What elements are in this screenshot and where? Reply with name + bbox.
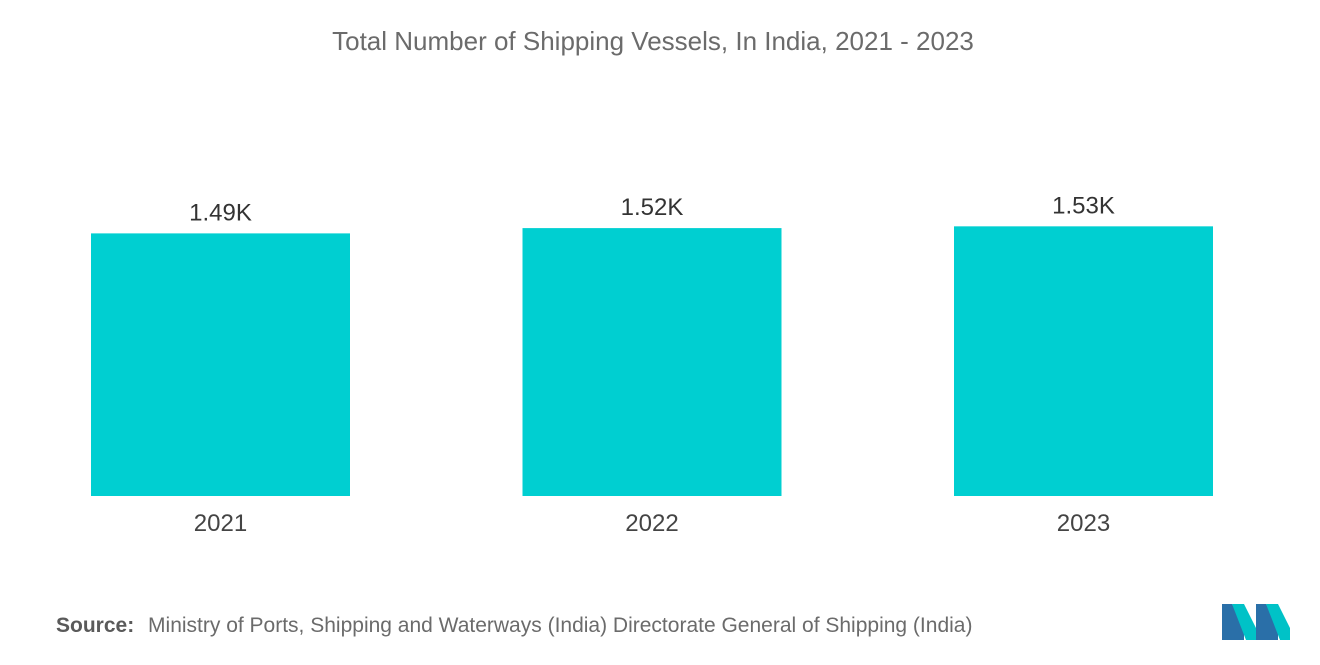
bar-2021: [91, 233, 350, 496]
x-tick-label-2021: 2021: [194, 510, 247, 537]
data-label-2021: 1.49K: [189, 199, 252, 226]
bar-2022: [522, 228, 782, 496]
chart-title: Total Number of Shipping Vessels, In Ind…: [332, 26, 974, 56]
bar-chart: 1.49K 2021 1.52K 2022 1.53K 2023: [91, 192, 1213, 537]
mordor-intelligence-logo-icon: [1222, 604, 1290, 640]
x-tick-label-2023: 2023: [1057, 510, 1110, 537]
x-tick-label-2022: 2022: [625, 510, 678, 537]
data-label-2023: 1.53K: [1052, 192, 1115, 219]
source-text: Ministry of Ports, Shipping and Waterway…: [148, 614, 973, 637]
bar-2023: [954, 226, 1213, 496]
data-label-2022: 1.52K: [621, 194, 684, 221]
source-label: Source:: [56, 614, 135, 637]
source-note: Source: Ministry of Ports, Shipping and …: [56, 614, 972, 638]
